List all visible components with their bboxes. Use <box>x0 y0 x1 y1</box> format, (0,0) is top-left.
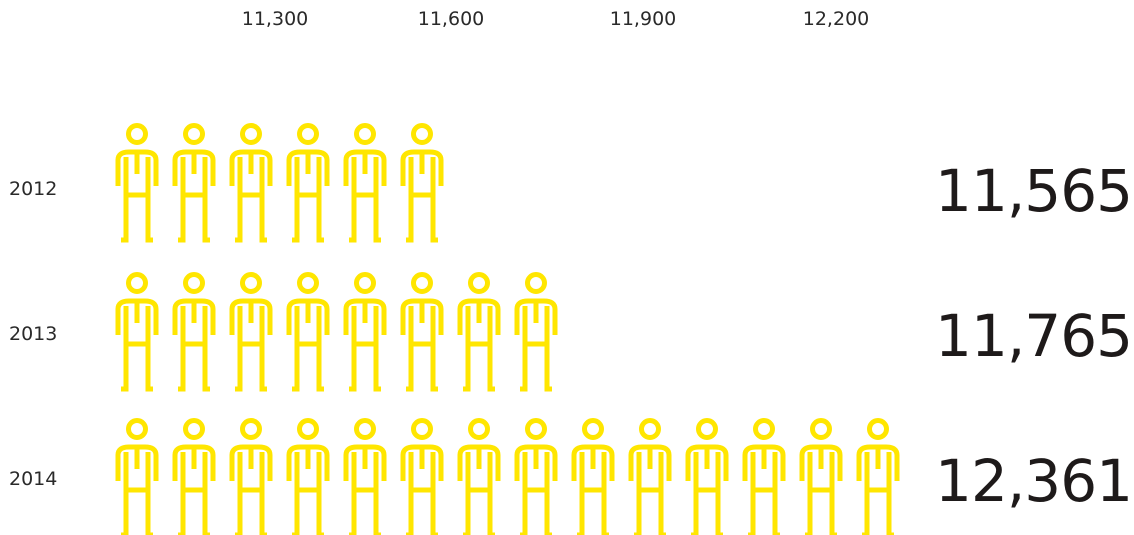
person-icon <box>343 123 387 243</box>
person-icon <box>400 123 444 243</box>
value-label-2013: 11,765 <box>935 302 1133 370</box>
person-icon <box>742 418 786 535</box>
person-icon <box>172 418 216 535</box>
x-tick-label: 12,200 <box>802 8 870 30</box>
person-icon <box>457 418 501 535</box>
person-icon <box>115 272 159 392</box>
category-label-2014: 2014 <box>9 468 58 490</box>
x-tick-label: 11,600 <box>417 8 485 30</box>
person-icon <box>457 272 501 392</box>
person-icon <box>229 123 273 243</box>
person-icon <box>343 272 387 392</box>
category-label-2012: 2012 <box>9 178 58 200</box>
value-label-2012: 11,565 <box>935 157 1133 225</box>
person-icon <box>400 272 444 392</box>
person-icon <box>115 418 159 535</box>
value-label-2014: 12,361 <box>935 447 1133 515</box>
person-icon <box>514 272 558 392</box>
person-icon <box>286 123 330 243</box>
x-tick-label: 11,900 <box>609 8 677 30</box>
person-icon <box>115 123 159 243</box>
person-icon <box>286 418 330 535</box>
person-icon <box>286 272 330 392</box>
person-icon <box>172 272 216 392</box>
category-label-2013: 2013 <box>9 323 58 345</box>
person-icon <box>343 418 387 535</box>
person-icon <box>229 272 273 392</box>
person-icon <box>685 418 729 535</box>
person-icon <box>628 418 672 535</box>
x-tick-label: 11,300 <box>241 8 309 30</box>
person-icon <box>229 418 273 535</box>
person-icon <box>514 418 558 535</box>
person-icon <box>799 418 843 535</box>
person-icon <box>172 123 216 243</box>
person-icon <box>571 418 615 535</box>
person-icon <box>856 418 900 535</box>
person-icon <box>400 418 444 535</box>
